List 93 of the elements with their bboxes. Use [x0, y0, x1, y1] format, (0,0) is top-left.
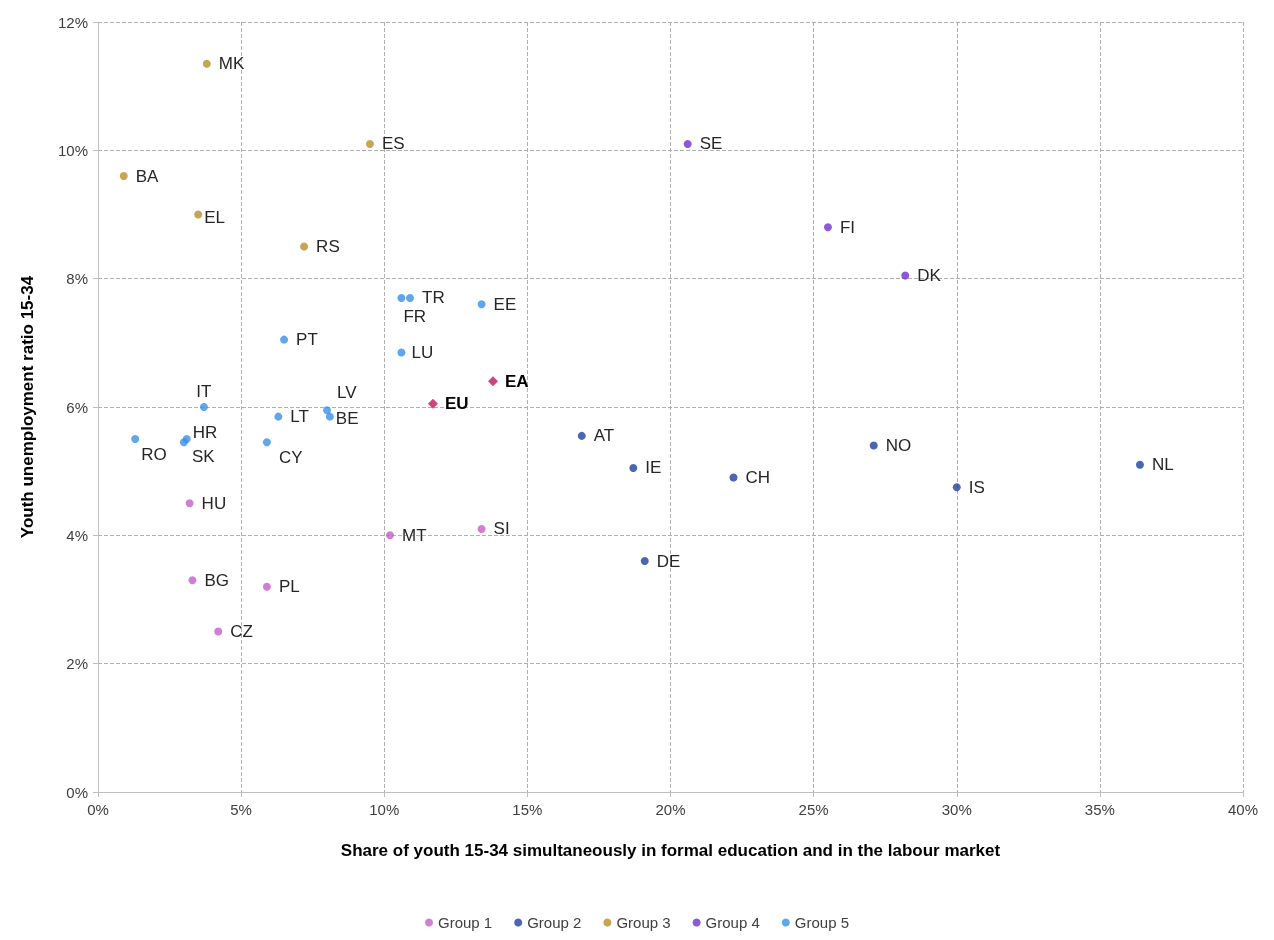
annotation: EE [493, 294, 517, 314]
legend-label: Group 5 [794, 914, 849, 931]
point [194, 210, 203, 219]
point [188, 576, 197, 585]
point [202, 59, 211, 68]
y-tick-label: 10% [57, 141, 88, 159]
legend-label: Group 4 [705, 914, 760, 931]
point [729, 473, 738, 482]
annotation: IE [645, 458, 662, 478]
annotation: HR [192, 422, 218, 442]
y-tick-label: 0% [66, 783, 88, 801]
x-tick-label: 35% [1084, 801, 1115, 818]
annotation: CY [278, 447, 303, 467]
x-tick-label: 30% [941, 801, 972, 818]
annotation: NL [1151, 455, 1174, 475]
x-axis-title: Share of youth 15-34 simultaneously in formal education and in the labour market [340, 841, 1001, 860]
annotation: LV [337, 382, 358, 402]
annotation: LT [290, 407, 309, 427]
annotation: FR [403, 307, 427, 327]
point [131, 435, 140, 444]
point [427, 398, 438, 409]
point [1135, 460, 1144, 469]
annotation: NO [885, 436, 912, 455]
point [901, 271, 910, 280]
annotation: SE [699, 134, 723, 154]
y-tick-label: 6% [66, 398, 88, 416]
point [119, 172, 128, 180]
point [952, 483, 961, 492]
annotation: PT [296, 330, 318, 350]
y-tick-label: 12% [57, 13, 88, 31]
annotation: BE [335, 409, 359, 429]
point [385, 531, 394, 540]
point [869, 441, 878, 450]
point [629, 463, 638, 472]
annotation: CH [745, 468, 771, 488]
annotation: DE [656, 551, 681, 571]
annotation: TR [422, 288, 445, 308]
x-tick-label: 20% [655, 801, 686, 818]
y-tick-label: 4% [66, 526, 88, 544]
annotation: SK [191, 446, 216, 466]
point [823, 223, 832, 232]
y-axis-title: Youth unemployment ratio 15-34 [18, 275, 37, 539]
annotation: RS [316, 237, 340, 257]
x-tick-label: 0% [87, 801, 109, 818]
y-tick-label: 2% [66, 655, 88, 673]
point [199, 403, 208, 411]
legend-label: Group 2 [527, 914, 582, 931]
legend-label: Group 3 [616, 914, 671, 931]
point [406, 293, 415, 302]
x-tick-label: 5% [230, 801, 252, 818]
annotation: IT [196, 381, 212, 401]
x-tick-label: 15% [512, 801, 543, 818]
x-tick-label: 40% [1227, 801, 1259, 818]
annotation: EL [204, 208, 225, 227]
annotation: MK [218, 54, 245, 74]
annotation: BA [135, 166, 160, 186]
annotation: HU [201, 493, 227, 513]
point [262, 582, 271, 591]
annotation: PL [278, 577, 300, 597]
point [280, 335, 289, 344]
point [300, 242, 309, 251]
point [185, 499, 194, 508]
annotation: MT [401, 525, 427, 545]
annotation: BG [204, 570, 230, 590]
point [274, 412, 283, 421]
annotation: ES [381, 134, 405, 154]
annotation: LU [411, 342, 434, 362]
y-tick-label: 8% [66, 270, 88, 288]
point [477, 300, 486, 309]
x-tick-label: 25% [798, 801, 829, 818]
annotation: CZ [230, 622, 253, 642]
point [262, 438, 271, 447]
point [214, 627, 223, 636]
point [683, 139, 692, 148]
x-tick-label: 10% [369, 801, 400, 818]
point [365, 139, 374, 148]
point [397, 293, 406, 302]
point [488, 376, 499, 387]
point [640, 557, 649, 565]
annotation: EA [505, 371, 529, 391]
legend-label: Group 1 [438, 914, 493, 931]
annotation: AT [593, 426, 615, 446]
annotation: DK [917, 265, 942, 285]
annotation: RO [141, 444, 167, 464]
annotation: IS [968, 477, 985, 497]
point [397, 348, 406, 357]
point [477, 524, 486, 533]
point [323, 406, 331, 415]
annotation: EU [444, 394, 469, 414]
annotation: SI [493, 519, 510, 539]
annotation: FI [839, 217, 856, 237]
point [577, 431, 586, 440]
point [325, 412, 334, 421]
